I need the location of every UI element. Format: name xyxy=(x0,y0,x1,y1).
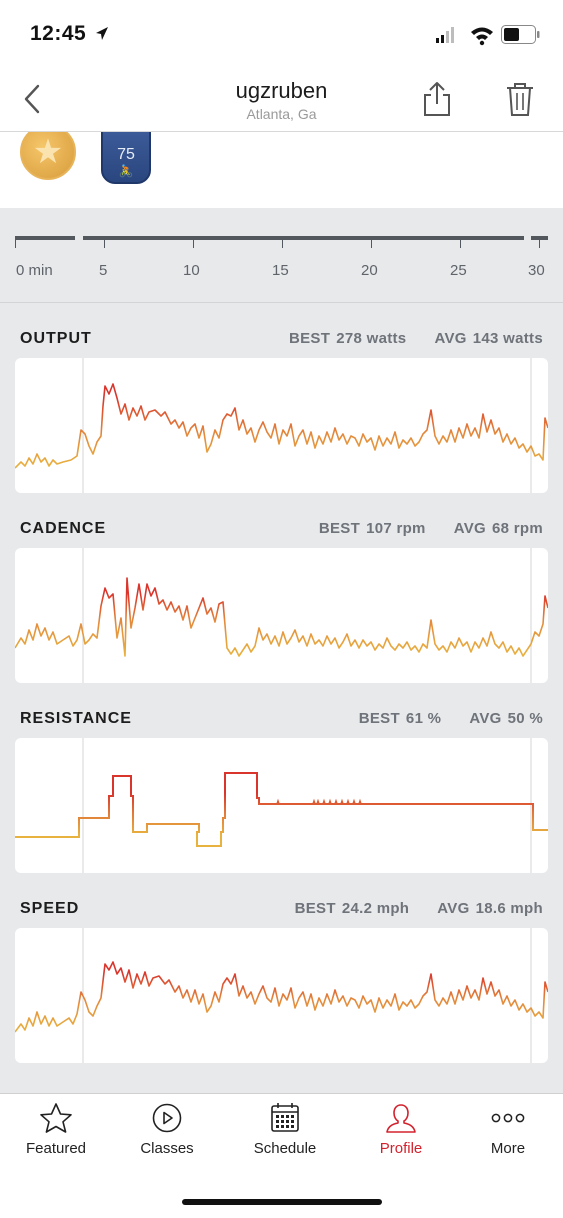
timeline-label: 15 xyxy=(272,262,289,279)
speed-trace xyxy=(15,961,548,1033)
tab-label: Classes xyxy=(140,1140,194,1157)
output-trace xyxy=(15,383,548,469)
tab-featured[interactable]: Featured xyxy=(0,1102,112,1174)
timeline-tick xyxy=(193,240,194,248)
tab-bar: Featured Classes Schedule Profile xyxy=(0,1093,563,1218)
page-subtitle: Atlanta, Ga xyxy=(246,106,317,122)
avg-label: AVG xyxy=(437,900,470,917)
avg-value: 18.6 mph xyxy=(475,900,543,917)
status-icons xyxy=(436,25,540,46)
timeline-tick xyxy=(460,240,461,248)
star-icon xyxy=(40,1103,72,1133)
timeline-label: 0 min xyxy=(16,262,53,279)
timeline-label: 30 xyxy=(528,262,545,279)
tab-more[interactable]: More xyxy=(452,1102,563,1174)
best-label: BEST xyxy=(318,520,361,537)
speed-line-chart xyxy=(15,928,548,1063)
tab-label: Featured xyxy=(25,1140,87,1157)
metric-cadence: CADENCE BEST 107 rpm AVG 68 rpm xyxy=(0,520,563,710)
output-chart[interactable] xyxy=(15,358,548,493)
badge-strip: ★ 75 🚴 xyxy=(0,132,563,208)
output-line-chart xyxy=(15,358,548,493)
bike-rider-icon: 🚴 xyxy=(118,164,134,178)
share-icon[interactable] xyxy=(420,80,454,118)
header: ugzruben Atlanta, Ga xyxy=(0,64,563,132)
timeline-tick xyxy=(15,240,16,248)
wifi-icon xyxy=(471,27,493,46)
workout-details: 0 min 5 10 15 20 25 30 OUTPUT BEST 278 wa… xyxy=(0,208,563,1093)
timeline-segment xyxy=(83,236,524,240)
timeline-tick xyxy=(539,240,540,248)
metric-stats: BEST 24.2 mph AVG 18.6 mph xyxy=(295,900,543,917)
avg-label: AVG xyxy=(469,710,502,727)
tab-label: Schedule xyxy=(253,1140,317,1157)
avg-value: 50 % xyxy=(507,710,543,727)
speed-chart[interactable] xyxy=(15,928,548,1063)
metric-title: CADENCE xyxy=(20,520,107,537)
tab-profile[interactable]: Profile xyxy=(345,1102,457,1174)
avg-label: AVG xyxy=(434,330,467,347)
trash-icon[interactable] xyxy=(502,80,538,118)
timeline: 0 min 5 10 15 20 25 30 xyxy=(0,208,563,303)
timeline-segment xyxy=(15,236,75,240)
page-title: ugzruben xyxy=(235,78,328,103)
timeline-tick xyxy=(104,240,105,248)
location-arrow-icon xyxy=(96,27,108,40)
battery-icon xyxy=(501,25,540,44)
signal-icon xyxy=(436,27,454,43)
timeline-label: 25 xyxy=(450,262,467,279)
more-dots-icon xyxy=(491,1113,525,1123)
home-indicator xyxy=(182,1199,382,1205)
star-icon: ★ xyxy=(32,133,64,171)
tab-schedule[interactable]: Schedule xyxy=(229,1102,341,1174)
resistance-blips xyxy=(276,798,362,805)
metric-resistance: RESISTANCE BEST 61 % AVG 50 % xyxy=(0,710,563,900)
metric-stats: BEST 61 % AVG 50 % xyxy=(359,710,543,727)
metric-title: RESISTANCE xyxy=(20,710,132,727)
avg-label: AVG xyxy=(453,520,486,537)
best-value: 61 % xyxy=(405,710,442,727)
badge-count: 75 xyxy=(117,146,135,163)
metric-title: SPEED xyxy=(20,900,80,917)
cadence-chart[interactable] xyxy=(15,548,548,683)
timeline-tick xyxy=(371,240,372,248)
best-value: 107 rpm xyxy=(366,520,426,537)
tab-label: More xyxy=(490,1140,526,1157)
timeline-segment xyxy=(531,236,548,240)
resistance-trace xyxy=(15,772,548,847)
resistance-chart[interactable] xyxy=(15,738,548,873)
best-value: 278 watts xyxy=(336,330,407,347)
cadence-trace xyxy=(15,577,548,657)
timeline-label: 10 xyxy=(183,262,200,279)
best-label: BEST xyxy=(288,330,331,347)
status-time: 12:45 xyxy=(30,22,87,45)
play-circle-icon xyxy=(152,1103,182,1133)
tab-classes[interactable]: Classes xyxy=(111,1102,223,1174)
cadence-line-chart xyxy=(15,548,548,683)
header-title-block: ugzruben Atlanta, Ga xyxy=(130,78,433,122)
resistance-line-chart xyxy=(15,738,548,873)
status-bar: 12:45 xyxy=(0,0,563,64)
calendar-icon xyxy=(271,1103,299,1132)
best-label: BEST xyxy=(294,900,336,917)
best-value: 24.2 mph xyxy=(341,900,410,917)
best-label: BEST xyxy=(358,710,400,727)
timeline-label: 5 xyxy=(99,262,108,279)
metric-title: OUTPUT xyxy=(20,330,92,347)
back-chevron-icon[interactable] xyxy=(16,82,48,116)
avg-value: 143 watts xyxy=(472,330,543,347)
avg-value: 68 rpm xyxy=(492,520,543,537)
metric-stats: BEST 278 watts AVG 143 watts xyxy=(289,330,543,347)
profile-icon xyxy=(386,1104,416,1133)
timeline-label: 20 xyxy=(361,262,378,279)
blue-ride-count-badge-icon[interactable]: 75 🚴 xyxy=(101,132,151,184)
metric-output: OUTPUT BEST 278 watts AVG 143 watts xyxy=(0,330,563,520)
metric-speed: SPEED BEST 24.2 mph AVG 18.6 mph xyxy=(0,900,563,1090)
timeline-tick xyxy=(282,240,283,248)
metric-stats: BEST 107 rpm AVG 68 rpm xyxy=(319,520,543,537)
tab-label: Profile xyxy=(379,1140,423,1157)
gold-star-badge-icon[interactable]: ★ xyxy=(20,132,76,180)
